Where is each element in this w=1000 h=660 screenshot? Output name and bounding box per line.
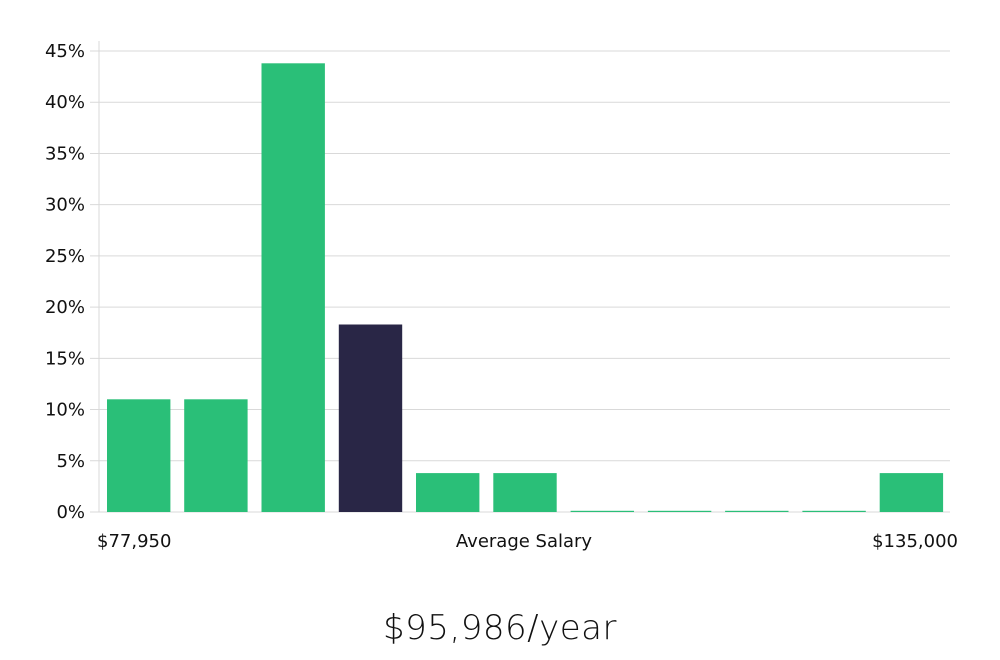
bar	[184, 399, 248, 512]
y-tick-label: 20%	[45, 297, 85, 318]
y-tick-label: 40%	[45, 92, 85, 113]
y-tick-label: 0%	[56, 502, 85, 523]
bar	[570, 510, 634, 512]
salary-histogram: 0% 5% 10% 15% 20% 25% 30% 35% 40% 45% $77,950 Ave…	[45, 41, 958, 552]
bar-average-salary	[338, 324, 403, 512]
y-tick-label: 15%	[45, 348, 85, 369]
x-axis-title: Average Salary	[456, 531, 593, 552]
x-max-label: $135,000	[872, 531, 958, 552]
bars	[107, 63, 944, 513]
y-tick-label: 30%	[45, 195, 85, 216]
y-tick-label: 45%	[45, 41, 85, 62]
y-tick-label: 5%	[56, 451, 85, 472]
bar	[802, 510, 866, 512]
y-axis-ticks: 0% 5% 10% 15% 20% 25% 30% 35% 40% 45%	[45, 41, 85, 523]
y-tick-label: 25%	[45, 246, 85, 267]
x-axis-labels: $77,950 Average Salary $135,000	[97, 531, 958, 552]
y-tick-label: 35%	[45, 143, 85, 164]
bar	[416, 473, 480, 512]
x-min-label: $77,950	[97, 531, 171, 552]
bar	[493, 473, 557, 512]
y-tick-label: 10%	[45, 400, 85, 421]
bar	[261, 63, 325, 513]
bar	[879, 473, 944, 512]
bar	[725, 510, 789, 512]
bar	[647, 510, 712, 512]
average-salary-value: $95,986/year	[383, 608, 617, 648]
bar	[107, 399, 171, 512]
